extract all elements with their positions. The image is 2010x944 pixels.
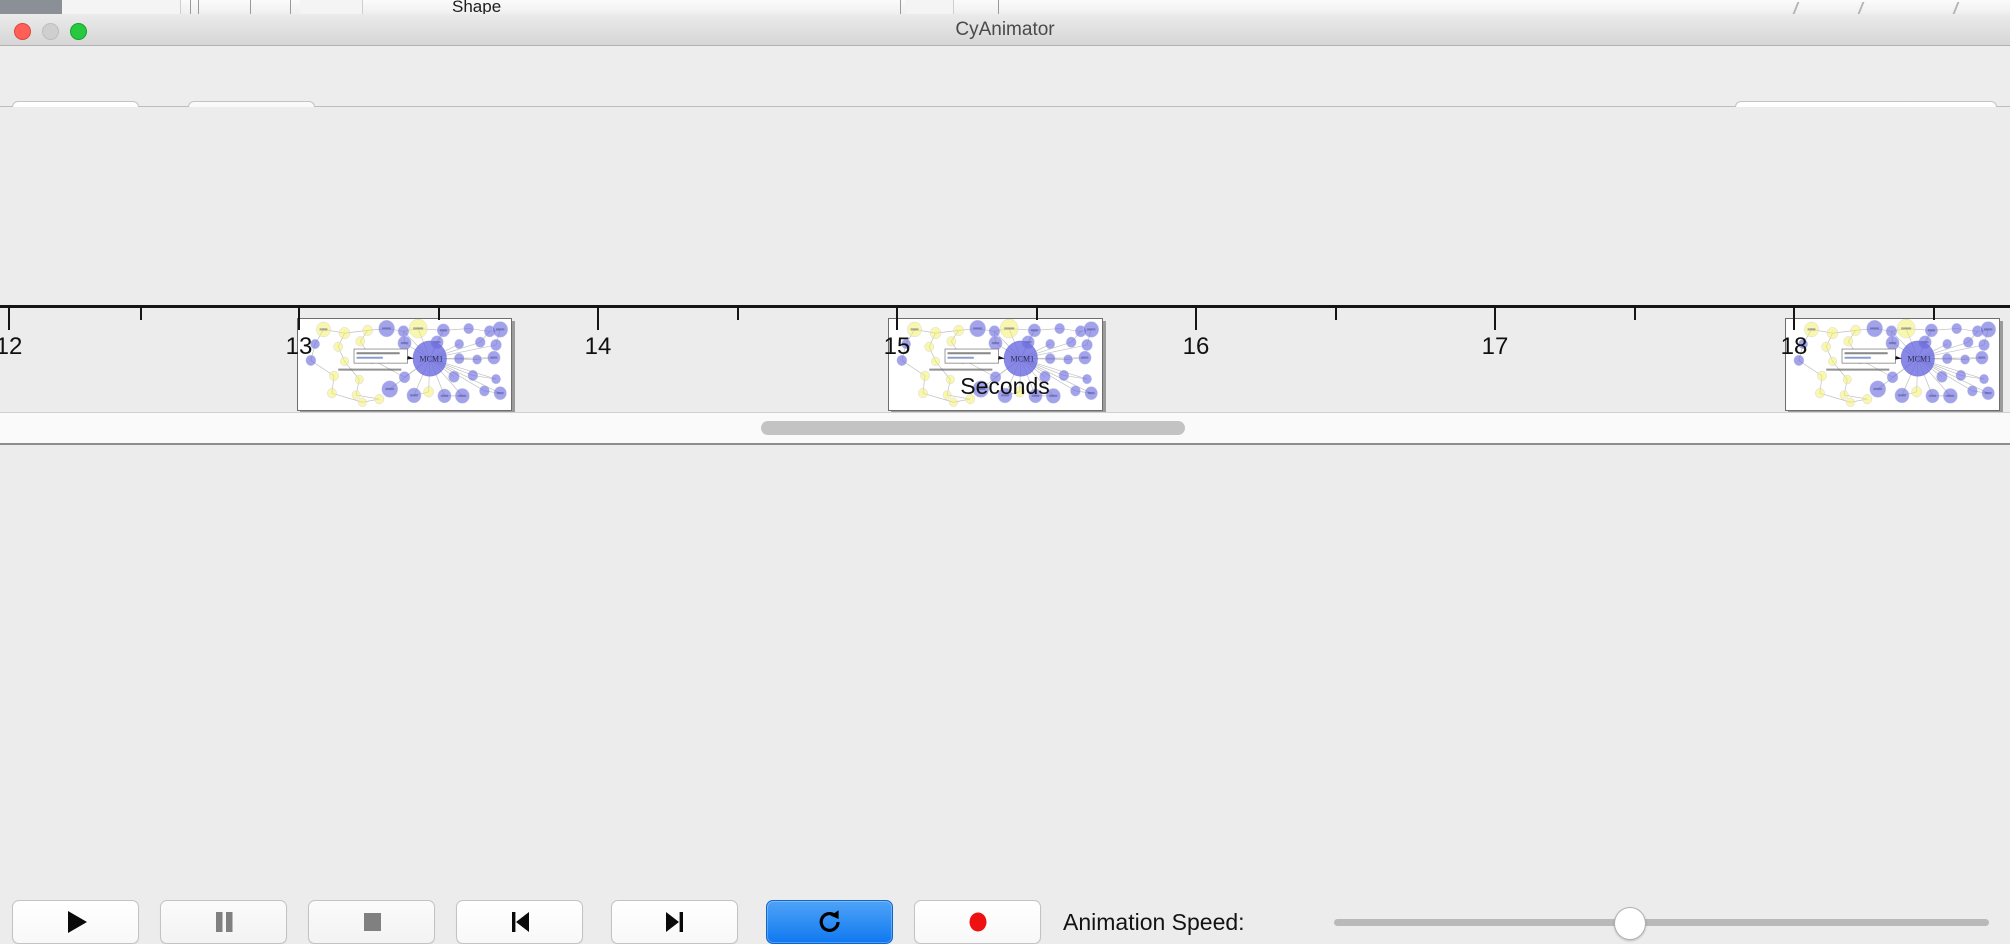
axis-tick-label: 17: [1481, 333, 1509, 360]
axis-tick: [298, 308, 300, 330]
window-title: CyAnimator: [955, 19, 1055, 40]
frames-toolbar: + Clear All Frames: [0, 46, 2010, 142]
network-graph: [1787, 319, 1998, 410]
background-window-strip: Shape: [0, 0, 2010, 15]
skip-start-icon: [511, 912, 529, 932]
skip-end-button[interactable]: [611, 900, 738, 944]
axis-tick: [8, 308, 10, 330]
stop-icon: [363, 913, 381, 931]
network-hub-label: MCM1: [1907, 354, 1932, 364]
axis-tick: [1933, 308, 1935, 320]
timeline-track[interactable]: MCM1 MCM1 MCM1: [0, 107, 2010, 412]
bg-segment: [905, 0, 954, 14]
skip-end-icon: [665, 912, 683, 932]
bg-segment: [300, 0, 363, 14]
timeline-axis: 12 13 14 15 16 17 18 Seconds: [0, 305, 2010, 412]
axis-tick: [737, 308, 739, 320]
close-button[interactable]: [14, 23, 31, 40]
axis-tick: [1494, 308, 1496, 330]
record-button[interactable]: [914, 900, 1041, 944]
window-traffic-lights: [14, 23, 87, 40]
minimize-button[interactable]: [42, 23, 59, 40]
bg-segment: [0, 0, 63, 14]
network-hub-label: MCM1: [1010, 354, 1035, 364]
loop-button[interactable]: [766, 900, 893, 944]
network-graph: [890, 319, 1101, 410]
play-icon: [67, 911, 87, 933]
bg-segment: [62, 0, 181, 14]
timeline-scrollbar[interactable]: [0, 413, 2010, 445]
title-bar[interactable]: CyAnimator: [0, 14, 2010, 46]
animation-speed-slider-thumb[interactable]: [1613, 907, 1646, 940]
playback-bar: Animation Speed:: [0, 445, 2010, 944]
pause-icon: [215, 912, 232, 932]
network-graph: [299, 319, 510, 410]
timeline-scrollbar-thumb[interactable]: [761, 421, 1185, 435]
axis-title: Seconds: [960, 373, 1050, 399]
axis-tick-label: 15: [883, 333, 911, 360]
axis-tick: [140, 308, 142, 320]
axis-tick: [896, 308, 898, 330]
axis-tick: [1195, 308, 1197, 330]
maximize-button[interactable]: [70, 23, 87, 40]
axis-tick: [597, 308, 599, 330]
axis-tick-label: 13: [285, 333, 313, 360]
network-hub-label: MCM1: [419, 354, 444, 364]
axis-baseline: [0, 305, 2010, 308]
frame-thumbnail-3[interactable]: MCM1: [1785, 318, 2000, 411]
axis-tick: [1335, 308, 1337, 320]
animation-speed-slider[interactable]: [1334, 919, 1989, 926]
frame-thumbnail-2[interactable]: MCM1: [888, 318, 1103, 411]
animation-speed-label: Animation Speed:: [1063, 909, 1245, 935]
axis-tick: [438, 308, 440, 320]
record-icon: [969, 912, 986, 932]
axis-tick-label: 12: [0, 333, 23, 360]
skip-start-button[interactable]: [456, 900, 583, 944]
play-button[interactable]: [12, 900, 139, 944]
axis-tick-label: 16: [1182, 333, 1210, 360]
axis-tick-label: 18: [1780, 333, 1808, 360]
pause-button[interactable]: [160, 900, 287, 944]
bg-window-label: Shape: [452, 0, 502, 15]
axis-tick: [1036, 308, 1038, 320]
axis-tick: [1793, 308, 1795, 330]
stop-button[interactable]: [308, 900, 435, 944]
axis-tick-label: 14: [584, 333, 612, 360]
axis-tick: [1634, 308, 1636, 320]
frame-thumbnail-1[interactable]: MCM1: [297, 318, 512, 411]
timeline-panel[interactable]: MCM1 MCM1 MCM1 12 13 14 15 16 17 18 Seconds: [0, 107, 2010, 413]
loop-icon: [819, 910, 840, 932]
